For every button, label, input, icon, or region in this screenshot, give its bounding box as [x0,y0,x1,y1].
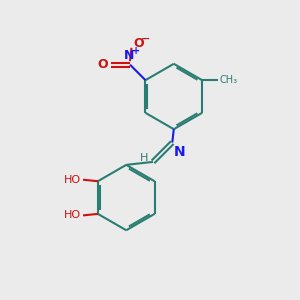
Text: N: N [124,49,134,62]
Text: +: + [132,46,140,56]
Text: CH₃: CH₃ [220,75,238,85]
Text: H: H [140,153,148,163]
Text: O: O [133,38,144,50]
Text: HO: HO [64,210,81,220]
Text: HO: HO [64,175,81,185]
Text: N: N [174,145,185,159]
Text: −: − [141,34,150,44]
Text: O: O [97,58,108,70]
